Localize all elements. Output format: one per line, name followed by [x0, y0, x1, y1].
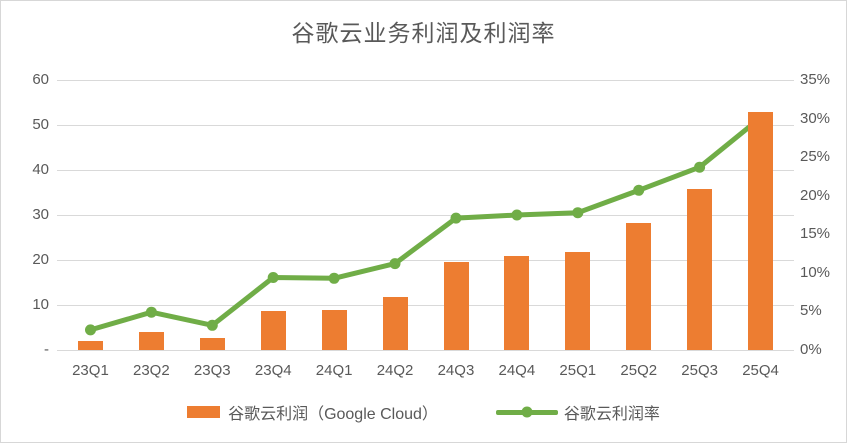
gridline — [57, 170, 794, 171]
y-left-tick: - — [44, 341, 49, 358]
y-left-tick: 30 — [32, 206, 49, 223]
x-tick-23Q2: 23Q2 — [132, 362, 170, 379]
gridline — [57, 260, 794, 261]
profit-bar-24Q4 — [504, 255, 530, 350]
x-tick-23Q3: 23Q3 — [193, 362, 231, 379]
margin-line — [89, 115, 763, 333]
x-tick-24Q1: 24Q1 — [315, 362, 353, 379]
gridline — [57, 215, 794, 216]
y-left-tick: 20 — [32, 251, 49, 268]
x-tick-23Q4: 23Q4 — [254, 362, 292, 379]
profit-bar-24Q2 — [382, 297, 408, 350]
y-right-tick: 35% — [800, 71, 831, 88]
y-right-tick: 10% — [800, 263, 831, 281]
x-tick-25Q2: 25Q2 — [620, 362, 658, 379]
y-left-tick: 40 — [32, 161, 49, 178]
legend: 谷歌云利润（Google Cloud） 谷歌云利润率 — [1, 400, 846, 424]
profit-bar-23Q3 — [199, 337, 225, 350]
profit-bar-24Q1 — [321, 309, 347, 350]
x-tick-24Q4: 24Q4 — [498, 362, 536, 379]
y-right-tick: 25% — [800, 148, 831, 166]
chart-title: 谷歌云业务利润及利润率 — [291, 20, 556, 46]
margin-point-23Q3 — [206, 319, 218, 331]
x-tick-24Q2: 24Q2 — [376, 362, 414, 379]
legend-line-swatch — [495, 406, 558, 418]
legend-item-margin: 谷歌云利润率 — [495, 400, 660, 424]
margin-point-23Q4 — [267, 272, 279, 283]
legend-item-profit: 谷歌云利润（Google Cloud） — [187, 400, 438, 424]
x-tick-25Q1: 25Q1 — [559, 362, 597, 379]
gridline — [57, 80, 794, 81]
margin-line-series — [85, 112, 766, 336]
legend-margin-label: 谷歌云利润率 — [563, 406, 660, 423]
profit-bar-25Q1 — [565, 251, 591, 350]
margin-point-23Q2 — [145, 306, 157, 318]
x-axis-line — [57, 350, 794, 351]
legend-bar-swatch — [187, 406, 221, 418]
plot-area — [57, 80, 794, 351]
y-left-tick: 60 — [32, 71, 49, 88]
profit-bar-24Q3 — [443, 262, 469, 350]
margin-point-25Q3 — [694, 161, 706, 173]
x-tick-23Q1: 23Q1 — [72, 362, 109, 379]
gridline — [57, 305, 794, 306]
legend-profit-label: 谷歌云利润（Google Cloud） — [228, 406, 438, 423]
profit-bar-23Q2 — [138, 332, 164, 350]
x-tick-25Q3: 25Q3 — [681, 362, 718, 379]
y-right-tick: 0% — [800, 341, 822, 358]
y-right-tick: 5% — [800, 302, 822, 320]
y-left-tick: 50 — [32, 116, 49, 133]
profit-bar-23Q4 — [260, 311, 286, 350]
profit-bar-25Q2 — [626, 222, 652, 350]
margin-point-24Q4 — [511, 209, 523, 221]
margin-point-23Q1 — [85, 324, 96, 336]
profit-bar-25Q3 — [687, 188, 713, 350]
margin-point-25Q1 — [572, 207, 584, 219]
profit-bar-25Q4 — [748, 111, 773, 350]
x-tick-25Q4: 25Q4 — [742, 362, 779, 379]
profit-bar-23Q1 — [78, 341, 103, 350]
x-tick-24Q3: 24Q3 — [437, 362, 475, 379]
margin-point-24Q3 — [450, 212, 462, 224]
margin-point-24Q2 — [389, 258, 401, 270]
y-right-tick: 30% — [800, 109, 831, 127]
legend-line-dot-icon — [521, 406, 533, 418]
margin-point-25Q2 — [633, 184, 645, 196]
y-right-tick: 15% — [800, 225, 831, 243]
gridline — [57, 125, 794, 126]
y-right-tick: 20% — [800, 186, 831, 204]
y-left-tick: 10 — [32, 296, 49, 313]
margin-point-24Q1 — [328, 272, 340, 284]
